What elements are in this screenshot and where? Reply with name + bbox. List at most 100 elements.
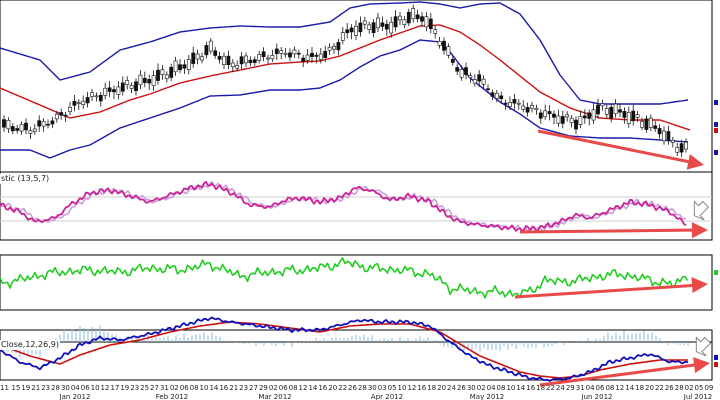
candle-body (420, 16, 424, 22)
candle-body (41, 121, 46, 127)
x-tick-label: 19 (21, 384, 30, 392)
candle-body (499, 95, 504, 100)
bollinger-upper-line (0, 1, 689, 105)
candle-body (371, 22, 376, 34)
x-tick-label: 06 (180, 384, 189, 392)
candle-body (239, 56, 244, 65)
candle-body (200, 56, 204, 61)
candle-body (626, 112, 631, 124)
candle-body (213, 50, 218, 56)
candle-body (332, 45, 336, 50)
candle-body (314, 54, 319, 57)
x-tick-label: 05 (695, 384, 704, 392)
x-tick-label: 08 (289, 384, 298, 392)
x-tick-label: 06 (596, 384, 605, 392)
price-marker (714, 150, 718, 155)
x-tick-label: 31 (576, 384, 585, 392)
candle-body (662, 130, 666, 142)
candle-body (37, 120, 42, 127)
candle-body (411, 8, 416, 20)
candle-body (24, 122, 28, 131)
x-tick-label: 27 (249, 384, 258, 392)
candle-body (112, 89, 116, 93)
candle-body (230, 62, 235, 68)
x-month-label: Jul 2012 (683, 393, 713, 400)
x-tick-label: 26 (457, 384, 466, 392)
candle-body (565, 114, 570, 118)
candle-body (631, 110, 636, 122)
candle-body (591, 109, 596, 121)
stochastic-panel-label: stic (13,5,7) (0, 174, 51, 184)
candle-body (81, 100, 86, 105)
x-tick-label: 25 (140, 384, 149, 392)
x-tick-label: 28 (358, 384, 367, 392)
x-tick-label: 16 (526, 384, 535, 392)
x-tick-label: 02 (477, 384, 486, 392)
candle-body (178, 64, 182, 71)
x-tick-label: 30 (467, 384, 476, 392)
candle-body (657, 128, 662, 135)
candle-body (336, 42, 341, 51)
stochastic-arrow-head (691, 222, 708, 239)
price-arrow-head (686, 153, 704, 170)
candle-body (609, 106, 614, 119)
candle-body (384, 23, 389, 30)
x-tick-label: 24 (556, 384, 565, 392)
x-tick-label: 30 (61, 384, 70, 392)
candle-body (516, 102, 521, 105)
candle-body (182, 64, 187, 69)
candle-body (393, 16, 398, 28)
candle-body (318, 53, 323, 60)
candle-body (323, 51, 328, 59)
x-tick-label: 14 (308, 384, 317, 392)
candle-body (675, 147, 680, 153)
candle-body (644, 118, 649, 130)
x-tick-label: 24 (447, 384, 456, 392)
candle-body (261, 51, 266, 57)
candle-body (459, 68, 464, 78)
candle-body (345, 29, 350, 34)
bollinger-lower-line (0, 39, 689, 159)
candle-body (354, 25, 358, 36)
candle-body (68, 107, 72, 112)
candle-body (437, 40, 442, 46)
x-tick-label: 29 (566, 384, 575, 392)
x-month-label: Jan 2012 (59, 393, 91, 400)
candle-body (358, 22, 363, 33)
candle-body (266, 57, 270, 60)
candle-body (125, 80, 130, 85)
candle-body (666, 131, 671, 141)
candle-body (472, 79, 477, 84)
candle-body (574, 119, 578, 130)
candle-body (186, 59, 191, 70)
candle-body (415, 14, 420, 20)
x-month-label: Jun 2012 (581, 393, 613, 400)
candle-body (525, 106, 530, 113)
macd-panel-label: Close,12,26,9) (0, 340, 60, 350)
candle-body (151, 75, 156, 86)
x-tick-label: 04 (487, 384, 496, 392)
macd-marker (714, 362, 718, 367)
bollinger-middle-line (0, 24, 691, 131)
x-tick-label: 03 (378, 384, 387, 392)
candle-body (486, 88, 490, 90)
candle-body (2, 119, 6, 128)
x-tick-label: 12 (299, 384, 308, 392)
x-tick-label: 10 (91, 384, 100, 392)
candle-body (530, 104, 534, 109)
candle-body (274, 48, 279, 55)
indicator-panel (0, 254, 713, 311)
candle-body (50, 120, 55, 125)
x-tick-label: 04 (71, 384, 80, 392)
candle-body (226, 55, 231, 66)
candle-body (442, 40, 446, 51)
candle-body (670, 139, 675, 143)
candle-body (534, 107, 539, 110)
candle-body (244, 55, 248, 64)
x-tick-label: 20 (437, 384, 446, 392)
x-tick-label: 09 (704, 384, 713, 392)
x-tick-label: 23 (239, 384, 248, 392)
x-tick-label: 02 (685, 384, 694, 392)
